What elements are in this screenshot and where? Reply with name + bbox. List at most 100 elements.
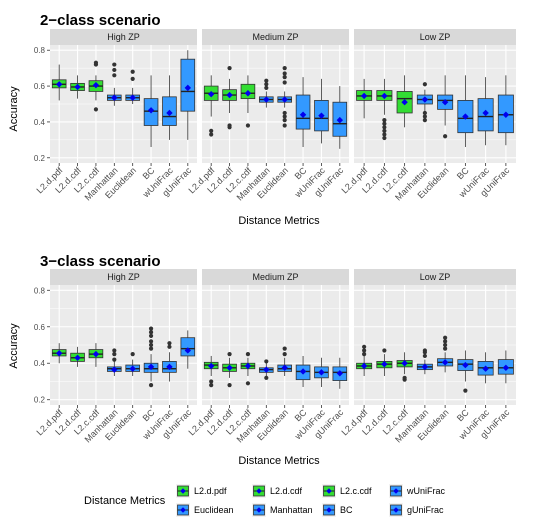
mean-marker <box>184 84 192 92</box>
legend-swatch-mean <box>326 507 332 513</box>
outlier-point <box>112 357 117 362</box>
outlier-point <box>382 132 387 137</box>
box-euclidean <box>277 346 292 377</box>
box-l2-d-pdf <box>356 78 373 119</box>
box-l2-d-cdf <box>222 66 237 130</box>
box-bc <box>295 355 311 387</box>
outlier-point <box>282 346 287 351</box>
box-gunifrac <box>332 86 348 149</box>
y-tick-label: 0.6 <box>34 323 46 332</box>
outlier-point <box>362 352 367 357</box>
outlier-point <box>422 82 427 87</box>
facet-strip <box>354 269 516 285</box>
box-l2-c-cdf <box>396 75 413 128</box>
box-euclidean <box>125 69 140 104</box>
outlier-point <box>148 342 154 348</box>
outlier-point <box>93 107 99 112</box>
outlier-point <box>382 118 387 123</box>
panel-low-zp: Low ZPL2.d.pdfL2.d.cdfL2.c.cdfManhattanE… <box>339 29 516 202</box>
legend-label: L2.d.pdf <box>194 486 227 496</box>
box-gunifrac <box>180 50 196 140</box>
box-gunifrac <box>497 75 514 146</box>
mean-marker <box>360 92 368 100</box>
box-manhattan <box>107 62 122 106</box>
mean-marker <box>226 364 233 371</box>
mean-marker <box>318 112 325 119</box>
mean-marker <box>147 107 155 114</box>
mean-marker <box>111 94 118 101</box>
box-manhattan <box>107 348 122 377</box>
outlier-point <box>148 346 154 351</box>
box-manhattan <box>259 359 274 380</box>
legend-item-l2-d-cdf: L2.d.cdf <box>252 484 303 498</box>
chart-title-3class: 3−class scenario <box>40 253 161 270</box>
box-bc <box>143 326 159 388</box>
outlier-point <box>209 383 214 388</box>
outlier-point <box>382 125 387 130</box>
mean-marker <box>166 363 173 371</box>
facet-strip-label: Medium ZP <box>252 272 298 282</box>
outlier-point <box>148 333 154 338</box>
box-l2-c-cdf <box>88 343 104 367</box>
legend-swatch-mean <box>256 507 262 513</box>
box-l2-c-cdf <box>240 75 256 128</box>
mean-marker <box>263 96 270 103</box>
outlier-point <box>227 352 232 357</box>
outlier-point <box>282 80 287 85</box>
box-manhattan <box>416 348 433 375</box>
box-wunifrac <box>314 357 329 387</box>
box-l2-d-pdf <box>51 343 67 364</box>
mean-marker <box>299 111 307 118</box>
panel-high-zp: High ZPL2.d.pdfL2.d.cdfL2.c.cdfManhattan… <box>35 269 197 444</box>
facet-strip <box>354 29 516 45</box>
y-tick-label: 0.8 <box>34 46 46 55</box>
outlier-point <box>112 348 117 353</box>
box-l2-d-pdf <box>203 75 219 137</box>
legend-swatch-mean <box>256 488 262 494</box>
facet-strip <box>50 29 197 45</box>
outlier-point <box>209 379 214 384</box>
mean-marker <box>166 109 173 117</box>
mean-marker <box>129 365 136 372</box>
chart-title-2class: 2−class scenario <box>40 12 161 29</box>
box-l2-d-cdf <box>70 75 85 99</box>
legend-swatch-mean <box>326 488 332 494</box>
mean-marker <box>299 368 307 375</box>
outlier-point <box>402 375 407 380</box>
box-wunifrac <box>162 75 177 140</box>
outlier-point <box>422 118 427 123</box>
legend-swatch-mean <box>393 507 399 513</box>
legend: L2.d.pdf L2.d.cdf L2.c.cdf wUniFrac Euclidea… <box>176 484 446 517</box>
outlier-point <box>148 326 154 331</box>
outlier-point <box>282 71 287 76</box>
outlier-point <box>130 76 135 82</box>
outlier-point <box>227 66 232 71</box>
legend-item-manhattan: Manhattan <box>252 503 313 517</box>
y-tick-label: 0.4 <box>34 118 46 127</box>
outlier-point <box>382 121 387 126</box>
outlier-point <box>382 348 387 353</box>
outlier-point <box>443 339 448 344</box>
legend-label: L2.c.cdf <box>340 486 372 496</box>
mean-marker <box>336 116 344 124</box>
box-gunifrac <box>332 357 348 389</box>
outlier-point <box>130 69 135 74</box>
outlier-point <box>130 352 135 357</box>
outlier-point <box>443 134 448 139</box>
box-manhattan <box>259 78 274 108</box>
outlier-point <box>422 348 427 353</box>
x-axis-label-3class: Distance Metrics <box>238 455 320 467</box>
mean-marker <box>482 109 489 117</box>
outlier-point <box>264 359 269 364</box>
outlier-point <box>362 344 367 349</box>
mean-marker <box>421 96 429 103</box>
outlier-point <box>443 346 448 351</box>
mean-marker <box>55 350 63 357</box>
mean-marker <box>441 359 449 366</box>
legend-label: Euclidean <box>194 505 234 515</box>
panel-high-zp: High ZPL2.d.pdfL2.d.cdfL2.c.cdfManhattan… <box>35 29 197 202</box>
